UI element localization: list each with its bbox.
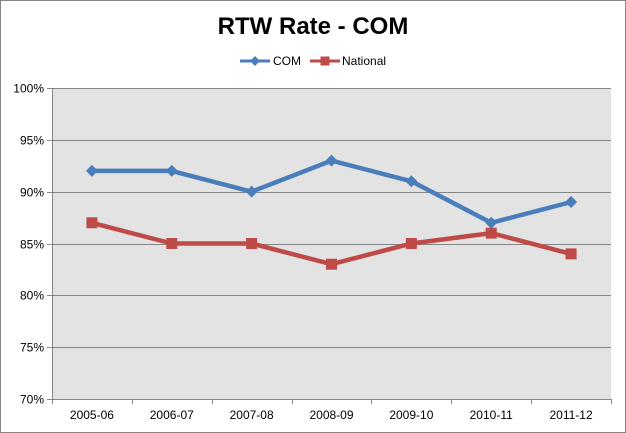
- legend-marker-national: [320, 56, 330, 66]
- x-tick-label: 2007-08: [230, 408, 274, 422]
- data-point-com: [85, 164, 98, 177]
- data-point-national: [166, 238, 178, 249]
- data-point-com: [485, 216, 498, 229]
- legend-entry-com: COM: [240, 54, 301, 68]
- data-point-national: [565, 248, 577, 260]
- data-point-national: [246, 238, 258, 249]
- legend-label-com: COM: [273, 54, 301, 68]
- data-point-national: [326, 258, 337, 270]
- series-layer: [85, 154, 578, 270]
- data-point-com: [245, 185, 258, 198]
- y-tick-label: 95%: [20, 134, 44, 148]
- data-point-com: [165, 164, 178, 177]
- gridlines: [52, 88, 611, 348]
- x-tick-label: 2008-09: [309, 408, 353, 422]
- data-point-com: [565, 196, 578, 209]
- axes: 70% 75% 80% 85% 90% 95% 100% 2005-06 2006-07 2007…: [13, 82, 612, 422]
- data-point-com: [325, 154, 338, 167]
- legend-entry-national: National: [310, 54, 386, 68]
- y-tick-label: 85%: [20, 238, 44, 252]
- y-tick-label: 75%: [20, 341, 44, 355]
- data-point-com: [405, 175, 418, 188]
- y-tick-label: 90%: [20, 186, 44, 200]
- x-tick-label: 2006-07: [150, 408, 194, 422]
- x-tick-label: 2009-10: [389, 408, 433, 422]
- chart-title: RTW Rate - COM: [218, 13, 409, 40]
- legend-label-national: National: [342, 54, 386, 68]
- data-point-national: [485, 227, 497, 239]
- data-point-national: [86, 217, 98, 229]
- y-tick-label: 80%: [20, 289, 44, 303]
- legend: COM National: [240, 54, 386, 68]
- data-point-national: [405, 238, 417, 249]
- legend-marker-com: [250, 56, 260, 66]
- x-tick-label: 2010-11: [470, 408, 513, 422]
- x-tick-label: 2011-12: [549, 408, 592, 422]
- x-tick-label: 2005-06: [70, 408, 114, 422]
- y-tick-label: 70%: [20, 393, 44, 407]
- y-tick-label: 100%: [13, 82, 44, 96]
